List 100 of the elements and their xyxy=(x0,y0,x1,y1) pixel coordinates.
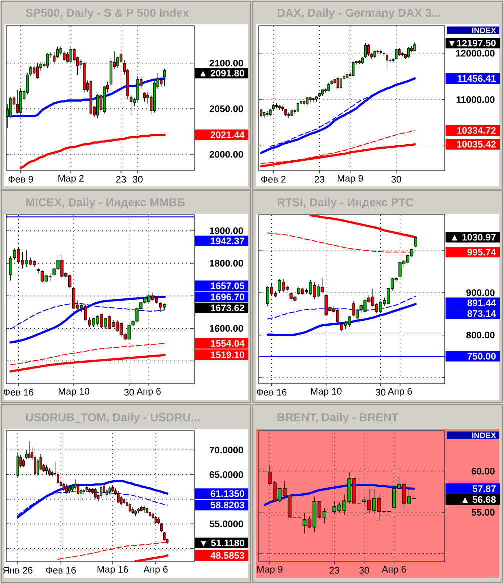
candlestick xyxy=(32,260,36,268)
candlestick xyxy=(90,80,93,116)
y-tick-label: 55.0000 xyxy=(210,520,244,528)
candlestick xyxy=(149,510,152,518)
candlestick xyxy=(94,488,97,499)
ref-line-label: 750.00 xyxy=(468,353,496,360)
y-tick-label: 2000.00 xyxy=(210,151,244,158)
candlestick xyxy=(290,110,294,117)
text: 58.8203 xyxy=(210,502,244,509)
candlestick xyxy=(306,96,309,106)
x-tick-label: Фев 16 xyxy=(4,389,34,396)
candlestick xyxy=(155,296,159,304)
x-tick-label: 23 xyxy=(116,176,126,183)
candlestick xyxy=(60,255,64,280)
candlestick xyxy=(352,62,355,77)
candlestick xyxy=(301,288,305,296)
candlestick xyxy=(32,64,36,75)
x-tick-label: Мар 10 xyxy=(58,388,90,397)
y-tick-label: 1600.00 xyxy=(210,325,244,332)
y-tick-label: 70.0000 xyxy=(210,446,244,454)
x-tick-label: Мар 10 xyxy=(311,388,342,397)
candlestick xyxy=(340,322,344,332)
candlestick xyxy=(66,484,68,494)
candlestick xyxy=(48,272,52,282)
text: 1554.04 xyxy=(211,340,245,347)
candlestick xyxy=(336,308,340,324)
candlestick xyxy=(86,485,88,492)
candlestick xyxy=(120,496,123,506)
candlestick xyxy=(296,102,300,112)
candlestick xyxy=(134,510,138,516)
candlestick xyxy=(104,318,108,329)
candlestick xyxy=(68,486,71,494)
x-tick-label: Апр 6 xyxy=(136,388,161,397)
text: 1673.62 xyxy=(211,304,244,312)
y-tick-label: 1800.00 xyxy=(210,260,244,267)
candlestick xyxy=(414,236,418,248)
candlestick xyxy=(266,111,269,117)
text: 995.74 xyxy=(468,249,496,256)
candlestick xyxy=(108,486,112,495)
candlestick xyxy=(62,482,66,491)
x-tick-label: 30 xyxy=(392,176,402,183)
y-tick-label: 65.0000 xyxy=(210,471,244,478)
candlestick xyxy=(143,92,146,102)
candlestick xyxy=(13,248,16,260)
x-tick-label: Апр 6 xyxy=(144,566,168,575)
candlestick xyxy=(395,48,398,60)
candlestick xyxy=(36,63,40,80)
x-tick-label: Апр 6 xyxy=(388,388,412,397)
candlestick xyxy=(103,86,106,114)
text: ▲ 1030.97 xyxy=(452,234,496,241)
y-tick-label: 60.00 xyxy=(472,468,495,475)
x-tick-label: Мар 2 xyxy=(58,175,84,184)
candlestick xyxy=(321,89,324,96)
candlestick xyxy=(100,314,104,328)
candlestick xyxy=(315,96,318,102)
candlestick xyxy=(108,315,112,330)
candlestick xyxy=(263,112,266,119)
candlestick xyxy=(9,256,12,281)
candlestick xyxy=(290,292,293,302)
x-tick-label: Апр 6 xyxy=(382,566,406,575)
candlestick xyxy=(96,94,100,118)
y-tick-label: 900.00 xyxy=(466,290,495,296)
candlestick xyxy=(309,96,312,102)
candlestick xyxy=(324,294,328,317)
candlestick xyxy=(44,274,48,283)
candlestick xyxy=(143,506,146,514)
candlestick xyxy=(328,82,330,92)
y-tick-label: 12000.00 xyxy=(456,50,495,57)
text: 1657.05 xyxy=(211,282,245,290)
ref-line-label: 1942.37 xyxy=(211,238,244,245)
candlestick xyxy=(120,49,123,64)
text: ▲ 2091.80 xyxy=(200,70,244,77)
candlestick xyxy=(46,464,48,476)
candlestick xyxy=(28,441,31,458)
candlestick xyxy=(72,286,76,310)
candlestick xyxy=(138,508,140,514)
candlestick xyxy=(92,318,96,328)
candlestick xyxy=(284,108,288,116)
x-tick-label: 23 xyxy=(314,176,325,183)
candlestick xyxy=(48,468,51,476)
candlestick xyxy=(414,42,416,52)
text: ▲ 56.68 xyxy=(462,496,496,504)
candlestick xyxy=(128,324,131,340)
x-tick-label: 30 xyxy=(133,176,143,183)
candlestick xyxy=(260,108,263,118)
candlestick xyxy=(128,502,132,512)
candlestick xyxy=(25,250,28,268)
candlestick xyxy=(123,498,126,504)
x-tick-label: 23 xyxy=(330,567,340,574)
candlestick xyxy=(40,270,44,284)
candlestick xyxy=(100,486,103,498)
x-tick-label: 30 xyxy=(124,389,134,396)
text: 10334.72 xyxy=(457,127,496,134)
candlestick xyxy=(282,279,286,292)
x-tick-label: Мар 16 xyxy=(98,566,128,575)
text: 2021.44 xyxy=(210,132,245,138)
candlestick xyxy=(313,282,316,300)
candlestick xyxy=(278,279,282,294)
text: 48.5853 xyxy=(210,552,244,560)
y-tick-label: 800.00 xyxy=(466,332,495,339)
